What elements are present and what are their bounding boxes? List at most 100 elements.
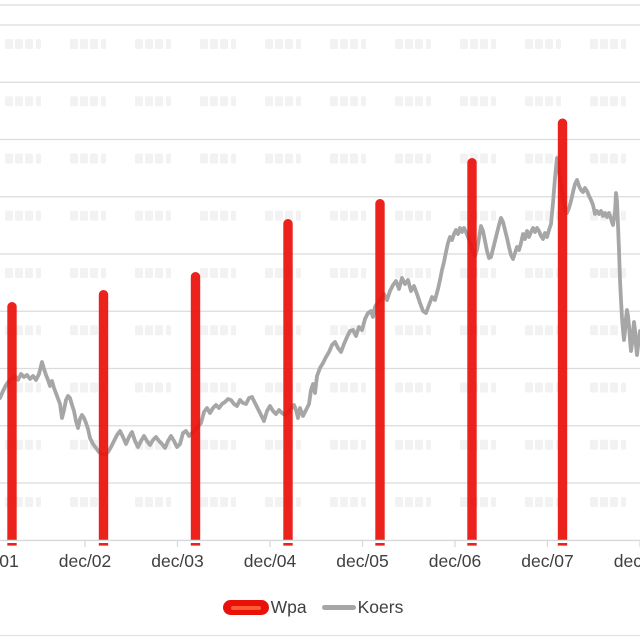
watermark-blob — [155, 382, 163, 393]
watermark-blob — [545, 497, 553, 507]
bar-wpa-dec-01 — [7, 302, 17, 546]
watermark-blob — [491, 268, 496, 278]
watermark-blob — [231, 382, 236, 393]
watermark-blob — [36, 153, 41, 164]
watermark-blob — [155, 268, 163, 278]
watermark-blob — [590, 382, 598, 393]
watermark-blob — [80, 210, 88, 221]
watermark-blob — [36, 497, 41, 507]
watermark-blob — [361, 439, 366, 450]
watermark-blob — [395, 210, 403, 221]
watermark-blob — [610, 153, 618, 164]
watermark-blob — [25, 210, 33, 221]
watermark-blob — [70, 210, 78, 221]
watermark-blob — [155, 39, 163, 49]
watermark-blob — [395, 39, 403, 49]
watermark-blob — [90, 325, 98, 336]
wpa-legend-marker-icon — [222, 600, 269, 615]
watermark-blob — [491, 96, 496, 107]
watermark-blob — [600, 96, 608, 107]
watermark-blob — [415, 439, 423, 450]
watermark-blob — [621, 497, 626, 507]
watermark-blob — [590, 39, 598, 49]
watermark-blob — [545, 153, 553, 164]
watermark-blob — [395, 497, 403, 507]
watermark-blob — [15, 439, 23, 450]
bar-axis-notch — [466, 540, 478, 543]
watermark-blob — [600, 39, 608, 49]
watermark-blob — [70, 382, 78, 393]
watermark-blob — [70, 325, 78, 336]
watermark-blob — [5, 268, 13, 278]
watermark-blob — [145, 382, 153, 393]
watermark-blob — [590, 439, 598, 450]
watermark-blob — [265, 439, 273, 450]
watermark-blob — [415, 96, 423, 107]
watermark-blob — [275, 39, 283, 49]
watermark-blob — [220, 439, 228, 450]
watermark-blob — [340, 382, 348, 393]
watermark-blob — [590, 325, 598, 336]
watermark-blob — [200, 210, 208, 221]
watermark-blob — [220, 210, 228, 221]
watermark-blob — [600, 153, 608, 164]
legend-item-koers[interactable]: Koers — [321, 597, 403, 618]
bar-wpa-dec-07 — [557, 118, 568, 546]
watermark-blob — [145, 39, 153, 49]
watermark-blob — [405, 382, 413, 393]
watermark-blob — [405, 268, 413, 278]
watermark-blob — [590, 497, 598, 507]
watermark-blob — [15, 96, 23, 107]
legend-item-wpa[interactable]: Wpa — [222, 597, 307, 618]
watermark-blob — [535, 382, 543, 393]
x-axis-label-dec-04: dec/04 — [243, 551, 297, 571]
bar-wpa-dec-02 — [98, 290, 109, 546]
watermark-blob — [265, 96, 273, 107]
watermark-blob — [330, 325, 338, 336]
watermark-blob — [210, 210, 218, 221]
watermark-blob — [145, 325, 153, 336]
watermark-blob — [5, 153, 13, 164]
watermark-blob — [200, 39, 208, 49]
watermark-blob — [340, 439, 348, 450]
watermark-blob — [285, 210, 293, 221]
watermark-blob — [340, 497, 348, 507]
watermark-blob — [525, 382, 533, 393]
watermark-blob — [36, 325, 41, 336]
x-axis-label-dec-08: dec/08 — [613, 551, 640, 571]
watermark-blob — [36, 439, 41, 450]
watermark-blob — [210, 153, 218, 164]
watermark-blob — [231, 96, 236, 107]
watermark-blob — [220, 96, 228, 107]
watermark-blob — [90, 268, 98, 278]
watermark-blob — [535, 210, 543, 221]
watermark-blob — [36, 96, 41, 107]
watermark-blob — [231, 153, 236, 164]
watermark-blob — [285, 39, 293, 49]
watermark-blob — [15, 268, 23, 278]
watermark-blob — [426, 439, 431, 450]
watermark-blob — [70, 268, 78, 278]
watermark-blob — [470, 96, 478, 107]
watermark-blob — [621, 210, 626, 221]
watermark-blob — [491, 210, 496, 221]
watermark-blob — [231, 268, 236, 278]
watermark-blob — [166, 268, 171, 278]
watermark-blob — [200, 382, 208, 393]
watermark-blob — [426, 382, 431, 393]
watermark-blob — [460, 439, 468, 450]
watermark-blob — [220, 325, 228, 336]
watermark-blob — [600, 325, 608, 336]
watermark-blob — [296, 497, 301, 507]
watermark-blob — [621, 39, 626, 49]
watermark-blob — [395, 439, 403, 450]
watermark-blob — [101, 210, 106, 221]
bar-axis-notch — [190, 540, 201, 543]
watermark-blob — [210, 382, 218, 393]
watermark-blob — [340, 210, 348, 221]
watermark-blob — [90, 96, 98, 107]
watermark-blob — [36, 210, 41, 221]
x-axis-label-dec-05: dec/05 — [336, 551, 389, 571]
